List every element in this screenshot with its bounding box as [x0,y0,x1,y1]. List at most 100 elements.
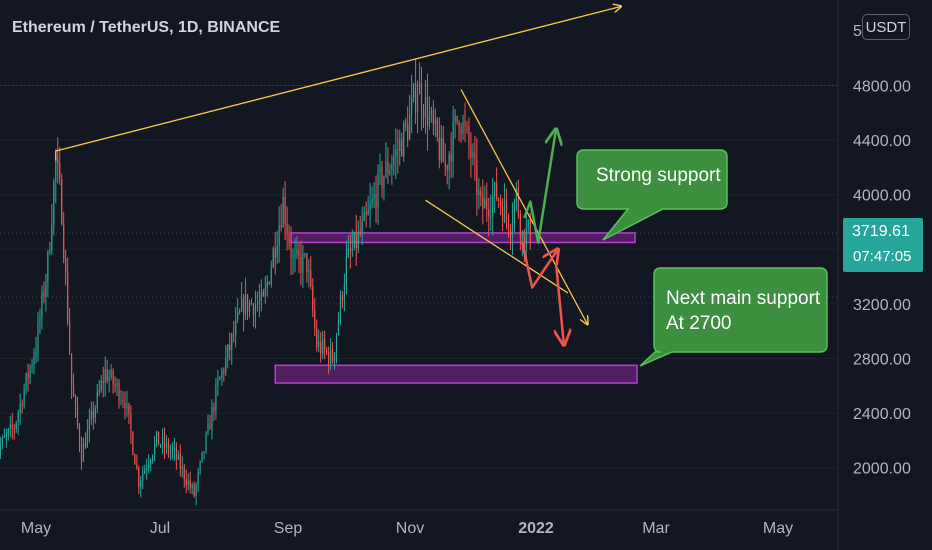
candle-body [31,364,33,367]
candle-body [106,369,108,382]
candle-body [488,209,490,217]
candle-body [25,373,27,390]
candle-body [86,430,89,448]
candle-body [104,369,106,384]
candle-body [468,127,470,146]
candle-body [438,137,440,161]
candle-body [266,282,268,288]
candle-body [161,437,164,445]
candle-body [63,223,65,259]
candle-body [49,250,51,253]
candle-body [177,454,179,460]
candle-body [21,403,23,407]
candle-body [484,198,486,209]
trendline-1 [55,6,621,152]
candle-body [142,473,144,481]
candle-body [523,230,525,248]
candle-body [239,310,241,313]
last-price: 3719.61 [852,223,910,240]
candle-body [416,94,419,112]
candle-body [274,248,276,258]
candle-body [175,447,177,460]
candle-body [529,220,531,244]
candle-body [248,302,251,312]
candle-body [152,455,154,461]
candle-body [155,431,158,443]
support-zone-2 [274,364,638,384]
candle-body [61,179,63,224]
candle-body [13,428,15,430]
candle-body [169,451,172,453]
candle-body [1,437,3,446]
candle-body [513,201,516,223]
candle-body [252,304,255,316]
candle-body [472,152,474,158]
candle-body [490,215,492,217]
candle-body [448,154,450,170]
x-tick-label: Nov [396,520,424,537]
candle-body [333,353,336,363]
candle-body [290,243,292,258]
candle-body [250,302,253,305]
candle-body [361,220,363,234]
time-axis[interactable] [0,510,838,550]
candle-body [144,469,146,474]
candle-body [282,196,284,228]
candle-body [367,210,369,215]
candle-body [462,120,464,134]
candle-body [74,396,77,406]
candle-body [11,424,13,429]
candle-body [357,231,359,249]
candle-body [213,406,215,412]
candle-body [37,322,39,352]
candle-body [335,334,338,354]
candle-body [254,304,257,316]
candle-body [268,282,270,284]
candle-body [189,480,191,488]
x-tick-label: May [21,520,51,537]
candle-body [43,292,45,297]
candle-body [474,152,476,160]
candle-body [401,139,403,157]
x-tick-label: May [763,520,793,537]
candle-body [476,159,478,196]
candle-body [286,224,288,234]
candle-body [387,161,389,175]
candle-body [209,422,211,430]
symbol-title: Ethereum / TetherUS, 1D, BINANCE [12,19,281,36]
candle-body [165,442,168,448]
candle-body [371,198,373,204]
candle-body [118,383,120,402]
callout-next-support-line1: Next main support [666,288,821,309]
projection-arrow-2 [521,242,558,289]
candle-body [414,84,417,112]
candle-body [377,171,379,209]
candle-body [237,312,239,321]
price-axis[interactable] [838,0,932,550]
x-tick-label: 2022 [518,520,554,537]
candle-body [316,327,318,348]
candle-body [0,445,2,452]
candle-body [134,454,136,465]
candle-body [199,461,201,472]
candle-body [470,145,472,158]
candle-body [197,471,199,485]
candle-body [292,257,294,259]
candle-body [272,248,274,268]
candle-body [57,157,59,164]
candle-body [242,298,245,315]
candle-body [19,403,21,414]
candle-body [132,432,134,455]
candle-body [120,400,122,402]
candle-body [51,225,53,251]
candle-body [163,437,166,448]
candle-body [7,429,9,435]
candle-body [195,484,197,496]
currency-button[interactable]: USDT [862,14,910,40]
candle-body [343,284,346,301]
last-price-tag: 3719.61 07:47:05 [843,218,923,272]
candle-body [183,466,185,480]
candle-body [511,222,514,237]
candle-body [84,443,87,448]
